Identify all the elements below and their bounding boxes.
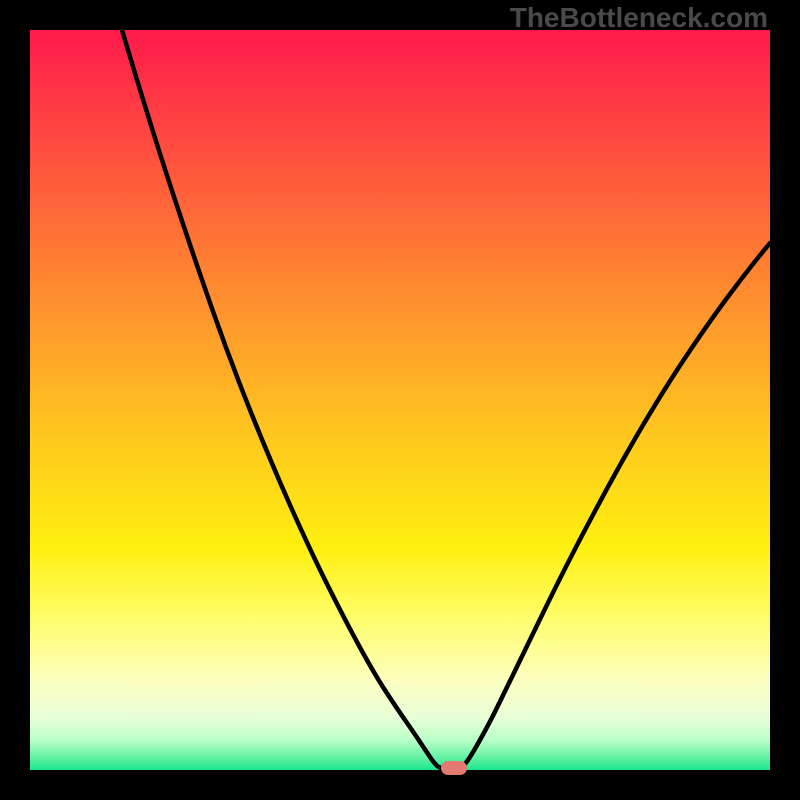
chart-canvas: TheBottleneck.com — [0, 0, 800, 800]
plot-area — [30, 30, 770, 770]
watermark-text: TheBottleneck.com — [510, 2, 768, 34]
min-marker — [441, 761, 467, 775]
bottleneck-curve — [122, 30, 770, 768]
curve-layer — [30, 30, 770, 770]
